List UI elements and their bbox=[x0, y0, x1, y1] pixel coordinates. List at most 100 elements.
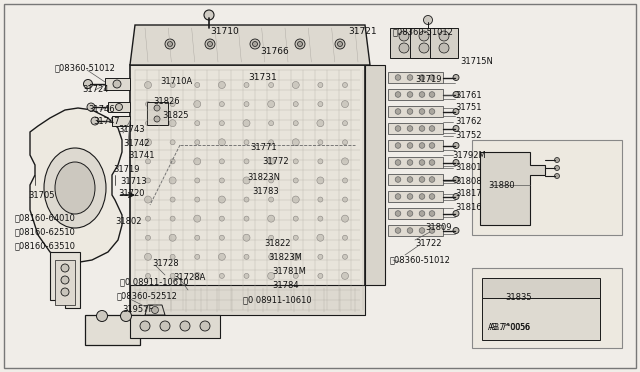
Circle shape bbox=[318, 273, 323, 278]
Text: 31761: 31761 bbox=[455, 90, 482, 99]
Polygon shape bbox=[145, 305, 165, 315]
Text: 31809: 31809 bbox=[425, 224, 451, 232]
Circle shape bbox=[169, 234, 176, 241]
Circle shape bbox=[419, 194, 425, 199]
Circle shape bbox=[554, 173, 559, 179]
Circle shape bbox=[419, 228, 425, 233]
Text: 31801: 31801 bbox=[455, 164, 481, 173]
Circle shape bbox=[145, 159, 150, 164]
Text: 31751: 31751 bbox=[455, 103, 481, 112]
Circle shape bbox=[342, 140, 348, 145]
Circle shape bbox=[220, 178, 225, 183]
Circle shape bbox=[170, 273, 175, 278]
Circle shape bbox=[525, 300, 545, 320]
Circle shape bbox=[453, 228, 459, 234]
Circle shape bbox=[407, 143, 413, 148]
Circle shape bbox=[115, 103, 122, 110]
Circle shape bbox=[91, 117, 99, 125]
Circle shape bbox=[399, 31, 409, 41]
Text: Ⓜ08360-52512: Ⓜ08360-52512 bbox=[117, 292, 178, 301]
Circle shape bbox=[396, 228, 401, 233]
Circle shape bbox=[396, 143, 401, 148]
Circle shape bbox=[195, 140, 200, 145]
Circle shape bbox=[293, 273, 298, 278]
Circle shape bbox=[244, 197, 249, 202]
Polygon shape bbox=[130, 25, 370, 65]
Text: 31715N: 31715N bbox=[460, 58, 493, 67]
Circle shape bbox=[243, 177, 250, 184]
Circle shape bbox=[453, 74, 459, 80]
Circle shape bbox=[453, 109, 459, 115]
Circle shape bbox=[407, 109, 413, 114]
Circle shape bbox=[83, 80, 93, 89]
Circle shape bbox=[268, 158, 275, 165]
Circle shape bbox=[293, 102, 298, 107]
Circle shape bbox=[337, 42, 342, 46]
Circle shape bbox=[342, 235, 348, 240]
Circle shape bbox=[220, 121, 225, 126]
Text: 31719: 31719 bbox=[415, 76, 442, 84]
Circle shape bbox=[419, 211, 425, 216]
Circle shape bbox=[419, 143, 425, 148]
Circle shape bbox=[317, 292, 324, 298]
Circle shape bbox=[407, 211, 413, 216]
Circle shape bbox=[419, 126, 425, 131]
Circle shape bbox=[205, 39, 215, 49]
Circle shape bbox=[429, 194, 435, 199]
Text: 31746: 31746 bbox=[88, 106, 115, 115]
Circle shape bbox=[204, 10, 214, 20]
Polygon shape bbox=[130, 65, 365, 315]
Circle shape bbox=[453, 142, 459, 148]
Polygon shape bbox=[388, 72, 443, 83]
Polygon shape bbox=[388, 89, 443, 100]
Text: 31710A: 31710A bbox=[160, 77, 192, 87]
Circle shape bbox=[453, 125, 459, 131]
Circle shape bbox=[194, 100, 201, 108]
Text: Ⓜ08360-51012: Ⓜ08360-51012 bbox=[55, 64, 116, 73]
Circle shape bbox=[268, 215, 275, 222]
Circle shape bbox=[293, 292, 298, 298]
Circle shape bbox=[298, 42, 303, 46]
Text: 31720: 31720 bbox=[118, 189, 145, 198]
Circle shape bbox=[429, 160, 435, 165]
Circle shape bbox=[145, 102, 150, 107]
Circle shape bbox=[269, 121, 274, 126]
Circle shape bbox=[244, 159, 249, 164]
Circle shape bbox=[218, 196, 225, 203]
Circle shape bbox=[292, 253, 300, 260]
Circle shape bbox=[220, 102, 225, 107]
Text: 31772: 31772 bbox=[262, 157, 289, 167]
Text: Ⓞ0 08911-10610: Ⓞ0 08911-10610 bbox=[243, 295, 312, 305]
Circle shape bbox=[342, 158, 349, 165]
Circle shape bbox=[396, 75, 401, 80]
Text: 31713: 31713 bbox=[120, 176, 147, 186]
Polygon shape bbox=[112, 116, 130, 126]
Polygon shape bbox=[388, 225, 443, 236]
Text: 31766: 31766 bbox=[260, 48, 289, 57]
Circle shape bbox=[269, 235, 274, 240]
Circle shape bbox=[194, 272, 201, 279]
Circle shape bbox=[145, 253, 152, 260]
Polygon shape bbox=[50, 252, 80, 308]
Circle shape bbox=[244, 83, 249, 87]
Circle shape bbox=[429, 92, 435, 97]
Circle shape bbox=[194, 158, 201, 165]
Polygon shape bbox=[85, 315, 140, 345]
Circle shape bbox=[243, 120, 250, 127]
Circle shape bbox=[439, 31, 449, 41]
Circle shape bbox=[218, 253, 225, 260]
Text: 31728A: 31728A bbox=[173, 273, 205, 282]
Circle shape bbox=[218, 139, 225, 146]
Circle shape bbox=[429, 75, 435, 80]
Circle shape bbox=[244, 140, 249, 145]
Polygon shape bbox=[388, 191, 443, 202]
Circle shape bbox=[318, 102, 323, 107]
Polygon shape bbox=[30, 108, 122, 262]
Circle shape bbox=[207, 42, 212, 46]
Circle shape bbox=[453, 160, 459, 166]
Circle shape bbox=[396, 109, 401, 114]
Circle shape bbox=[419, 43, 429, 53]
Text: A3.7°0056: A3.7°0056 bbox=[490, 324, 531, 333]
Circle shape bbox=[269, 292, 274, 298]
Circle shape bbox=[429, 143, 435, 148]
